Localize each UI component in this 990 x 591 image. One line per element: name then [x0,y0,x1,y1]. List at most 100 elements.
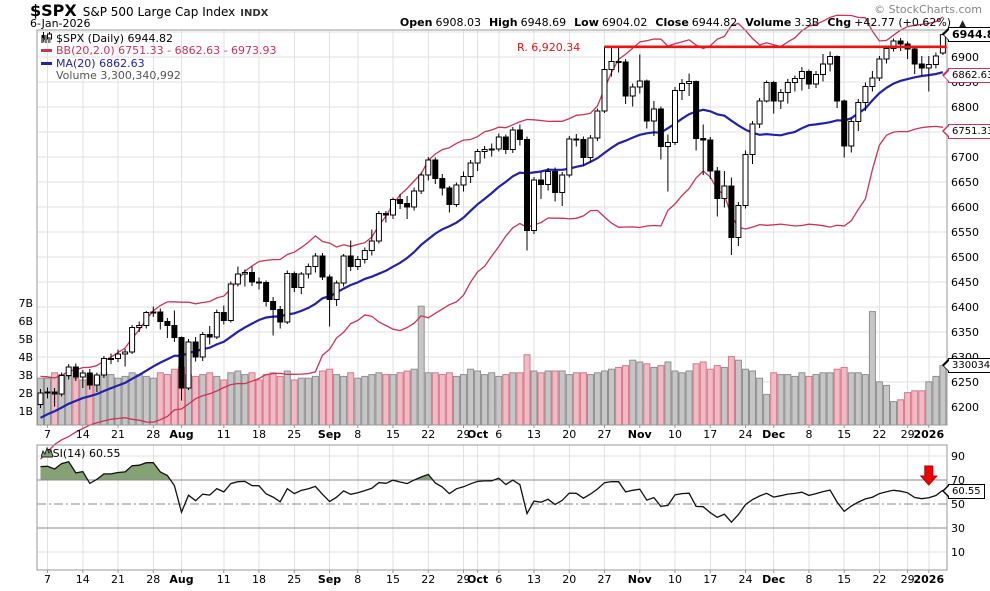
candle-body [538,179,544,185]
candle-body [876,58,883,79]
axis-label: 2026 [913,428,944,441]
volume-bar [424,372,432,426]
volume-bar [227,372,235,426]
axis-label: 22 [421,428,435,441]
candle-body [178,337,185,389]
axis-label: Sep [318,573,341,586]
volume-bar [333,374,341,426]
bb-lower-callout: 6751.33 [941,123,990,139]
legend-spx-label: $SPX (Daily) 6944.82 [56,31,174,45]
volume-bar [551,370,559,426]
volume-bar [833,368,841,426]
candle-body [72,366,79,378]
axis-label: 20 [562,573,576,586]
candle-body [855,102,862,122]
candle-body [93,374,100,386]
candle-body [326,276,333,300]
volume-bar [523,354,531,426]
axis-label: 6450 [951,276,979,289]
volume-bar [720,366,728,426]
volume-bar [911,390,919,426]
volume-bar [643,363,651,426]
axis-label: 6400 [951,301,979,314]
volume-bar [199,374,207,426]
volume-bar [565,374,573,426]
legend-volume-label: Volume 3,300,340,992 [56,69,181,83]
candle-body [763,82,770,102]
volume-bar [44,377,51,426]
volume-bar [784,374,792,426]
volume-bar [354,377,362,426]
axis-label: 25 [287,428,301,441]
volume-bar [812,374,820,426]
candle-body [566,138,573,176]
candle-body [925,64,932,69]
rsi-legend-label: RSI(14) 60.55 [45,447,121,460]
volume-bar [467,368,475,426]
chg-value: +42.77 (+0.62%) [854,16,952,29]
axis-label: 6550 [951,226,979,239]
volume-value: 3.3B [794,16,820,29]
volume-bar [756,377,764,426]
candle-body [404,203,411,208]
volume-bar [805,375,813,426]
volume-bar [798,372,806,426]
candle-body [643,80,650,122]
candle-body [263,282,270,302]
volume-bar [622,365,630,426]
candle-body [382,213,389,216]
candle-body [460,176,467,186]
volume-bar [156,372,164,426]
axis-label: 14 [76,428,90,441]
volume-bar [904,392,912,426]
volume-bar [417,305,425,426]
candle-body [100,358,107,376]
volume-bar [326,368,334,426]
candle-body [770,82,777,102]
volume-bar [932,375,940,426]
volume-bar [791,375,799,426]
rsi-line [40,460,944,524]
candle-body [481,149,488,152]
ma20-line [40,71,944,419]
axis-label: 11 [217,573,231,586]
axis-label: Dec [762,428,785,441]
axis-label: 13 [527,573,541,586]
volume-bar [431,372,439,426]
axis-label: 50 [951,498,965,511]
candle-body [707,139,714,172]
axis-label: 6650 [951,176,979,189]
candles-layer [37,32,946,408]
candle-body [192,341,199,358]
volume-bar [650,366,658,426]
candle-body [509,129,516,150]
volume-bar [558,370,566,426]
volume-bar [875,381,883,426]
volume-bar [593,372,601,426]
axis-label: 14 [76,573,90,586]
volume-bar [375,372,383,426]
candle-body [277,309,284,323]
volume-bar [410,368,418,426]
candle-body [361,250,368,260]
volume-bar [530,370,538,426]
candle-body [199,334,206,358]
volume-bar [699,361,707,426]
axis-label: 90 [951,450,965,463]
axis-label: 10 [951,546,965,559]
volume-bar [636,361,644,426]
volume-bar [861,374,869,426]
exchange-label: INDX [240,8,269,19]
grid-layer [37,30,947,570]
candle-body [51,391,58,395]
legend-bb-label: BB(20,2.0) 6751.33 - 6862.63 - 6973.93 [56,44,277,58]
volume-bar [170,368,178,426]
volume-bar [734,359,742,426]
ma-line-icon [41,61,56,65]
volume-bar [918,390,926,426]
volume-bar [389,374,397,426]
axis-label: Aug [169,573,193,586]
candle-body [657,108,664,147]
axis-label: 22 [872,428,886,441]
axis-label: Nov [628,573,653,586]
